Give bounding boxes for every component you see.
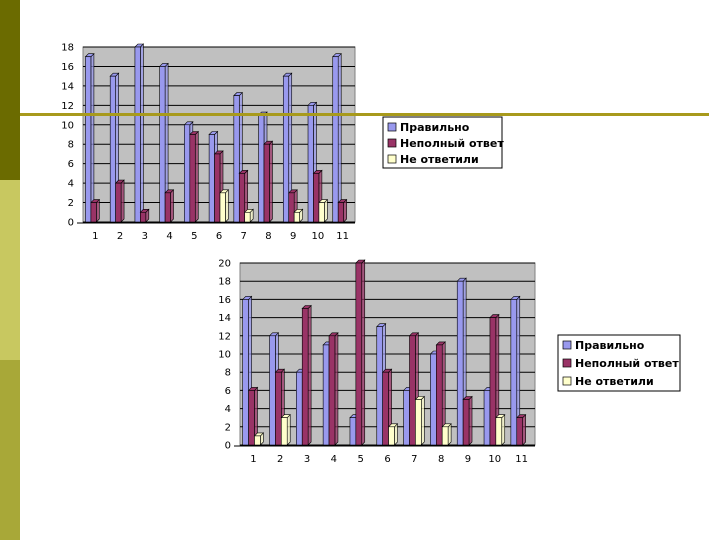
x-tick-label: 4 <box>331 454 337 465</box>
bar-s3-2 <box>280 413 291 446</box>
x-tick-label: 11 <box>336 231 349 242</box>
side-bar-bottom <box>0 360 20 540</box>
y-tick-label: 0 <box>68 218 74 229</box>
bar-s2-3 <box>139 208 150 223</box>
y-tick-label: 12 <box>218 331 231 342</box>
x-tick-label: 7 <box>241 231 247 242</box>
bar-s1-11 <box>332 52 342 223</box>
bar-s3-6 <box>219 189 230 223</box>
bar-s2-3 <box>301 304 312 446</box>
bar-s2-11 <box>337 198 348 223</box>
x-tick-label: 7 <box>411 454 417 465</box>
bar-s3-9 <box>293 208 304 223</box>
x-tick-label: 3 <box>304 454 310 465</box>
side-bar-middle <box>0 180 20 360</box>
bar-s3-10 <box>495 413 506 446</box>
bar-s3-1 <box>253 432 265 446</box>
bar-s3-6 <box>387 423 399 446</box>
legend-label: Не ответили <box>400 153 479 166</box>
legend-swatch <box>387 122 397 132</box>
x-tick-label: 3 <box>142 231 148 242</box>
y-tick-label: 0 <box>225 441 231 452</box>
y-tick-label: 14 <box>218 313 231 324</box>
bar-s2-4 <box>328 332 339 446</box>
x-tick-label: 10 <box>312 231 325 242</box>
legend: Правильно Неполный ответ Не ответили <box>382 116 504 169</box>
x-tick-label: 11 <box>515 454 528 465</box>
bar-s1-1 <box>84 52 95 223</box>
legend-label: Неполный ответ <box>400 137 504 150</box>
bar-s1-3 <box>134 43 145 223</box>
y-tick-label: 16 <box>218 295 231 306</box>
legend-swatch <box>562 340 572 350</box>
bar-s3-8 <box>441 423 452 446</box>
x-tick-label: 2 <box>117 231 123 242</box>
x-tick-label: 9 <box>290 231 296 242</box>
x-tick-label: 6 <box>216 231 222 242</box>
y-tick-label: 14 <box>61 81 74 92</box>
bar-s2-9 <box>462 395 473 446</box>
x-tick-label: 2 <box>277 454 283 465</box>
bar-s3-10 <box>318 198 329 223</box>
x-tick-label: 1 <box>92 231 98 242</box>
y-tick-label: 8 <box>225 368 231 379</box>
bar-s3-7 <box>414 395 426 446</box>
y-tick-label: 20 <box>218 259 231 270</box>
legend: Правильно Неполный ответ Не ответили <box>557 334 681 392</box>
y-tick-label: 4 <box>68 179 74 190</box>
y-tick-label: 18 <box>218 277 231 288</box>
legend-swatch <box>562 376 572 386</box>
y-tick-label: 10 <box>61 120 74 131</box>
x-tick-label: 8 <box>438 454 444 465</box>
y-tick-label: 2 <box>225 422 231 433</box>
side-bar-top <box>0 0 20 180</box>
y-tick-label: 2 <box>68 198 74 209</box>
y-tick-label: 6 <box>225 386 231 397</box>
x-tick-label: 5 <box>357 454 363 465</box>
bar-s2-5 <box>189 130 199 223</box>
y-tick-label: 12 <box>61 101 74 112</box>
x-tick-label: 9 <box>465 454 471 465</box>
y-tick-label: 18 <box>61 43 74 54</box>
y-tick-label: 16 <box>61 62 74 73</box>
x-tick-label: 6 <box>384 454 390 465</box>
legend-swatch <box>387 138 397 148</box>
title-rule <box>20 113 709 116</box>
bar-s3-7 <box>243 208 254 223</box>
bar-s2-1 <box>90 198 101 223</box>
legend-swatch <box>562 358 572 368</box>
y-tick-label: 6 <box>68 159 74 170</box>
x-tick-label: 1 <box>250 454 256 465</box>
y-tick-label: 8 <box>68 140 74 151</box>
x-tick-label: 4 <box>166 231 172 242</box>
x-tick-label: 8 <box>265 231 271 242</box>
legend-label: Правильно <box>400 121 470 134</box>
y-tick-label: 10 <box>218 350 231 361</box>
legend-label: Не ответили <box>575 375 654 388</box>
bar-s2-5 <box>355 259 366 446</box>
x-tick-label: 10 <box>488 454 501 465</box>
bar-s2-8 <box>263 140 274 223</box>
y-tick-label: 4 <box>225 404 231 415</box>
bar-s2-11 <box>516 413 527 446</box>
x-tick-label: 5 <box>191 231 197 242</box>
legend-label: Правильно <box>575 339 645 352</box>
bar-s2-2 <box>114 179 125 223</box>
legend-label: Неполный ответ <box>575 357 679 370</box>
legend-swatch <box>387 154 397 164</box>
bar-s2-4 <box>164 189 175 223</box>
